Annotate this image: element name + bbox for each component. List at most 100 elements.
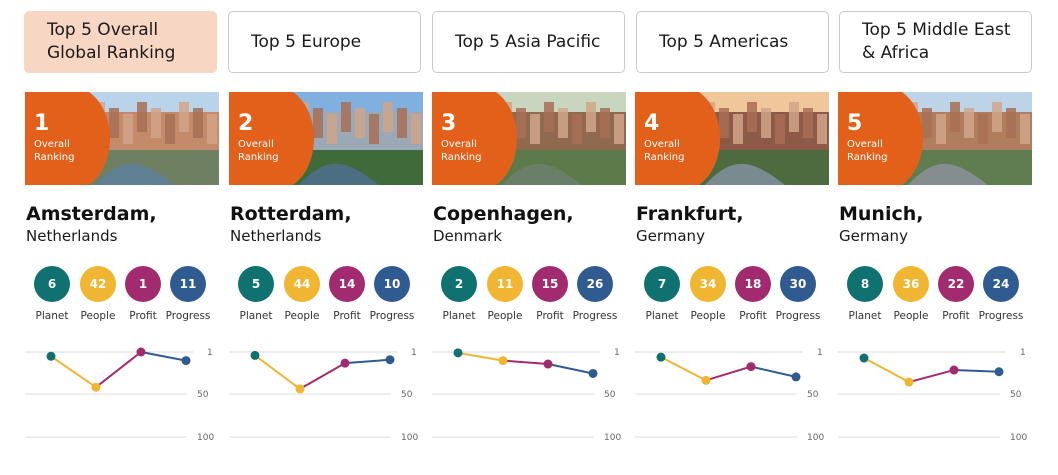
tab-middle-east-africa[interactable]: Top 5 Middle East & Africa <box>839 11 1032 73</box>
trend-point <box>543 359 553 369</box>
trend-segment <box>953 369 1000 373</box>
trend-segment <box>863 357 910 383</box>
trend-point <box>701 375 711 385</box>
photo-building <box>123 114 133 144</box>
tab-asia-pacific[interactable]: Top 5 Asia Pacific <box>432 11 625 73</box>
photo-building <box>922 108 932 138</box>
pillar-score-badge: 36 <box>893 266 929 302</box>
rank-caption-line2: Ranking <box>644 152 685 163</box>
photo-building <box>327 114 337 144</box>
country-name: Germany <box>636 227 705 245</box>
photo-building <box>369 114 379 144</box>
pillar-label: Profit <box>333 310 361 322</box>
axis-tick-label: 50 <box>1010 390 1022 400</box>
rank-number: 3 <box>441 111 457 136</box>
axis-tick-label: 50 <box>197 390 209 400</box>
city-photo: 2 Overall Ranking <box>229 92 423 185</box>
country-name: Denmark <box>433 227 502 245</box>
rank-panel <box>838 92 923 185</box>
tab-label: Top 5 Europe <box>251 31 362 52</box>
trend-segment <box>95 351 142 388</box>
rank-caption: Overall Ranking <box>34 138 94 164</box>
trend-segment <box>457 351 504 362</box>
axis-tick-label: 50 <box>604 390 616 400</box>
photo-water <box>95 163 175 185</box>
city-photo: 3 Overall Ranking <box>432 92 626 185</box>
tab-label-line2: Global Ranking <box>47 43 176 63</box>
pillar-score-badge: 34 <box>690 266 726 302</box>
trend-segment <box>254 354 301 390</box>
trend-point <box>588 368 598 378</box>
photo-building <box>803 108 813 138</box>
trend-point <box>91 382 101 392</box>
photo-building <box>313 108 323 138</box>
photo-building <box>747 102 757 132</box>
city-skyline-image <box>635 92 829 185</box>
photo-building <box>516 108 526 138</box>
pillar-label: Planet <box>35 310 69 322</box>
rank-panel <box>432 92 517 185</box>
photo-building <box>207 114 217 144</box>
pillar-label: Planet <box>442 310 476 322</box>
photo-building <box>341 102 351 132</box>
city-skyline-image <box>838 92 1032 185</box>
photo-building <box>719 108 729 138</box>
photo-building <box>137 102 147 132</box>
photo-building <box>411 114 421 144</box>
axis-tick-label: 100 <box>1010 433 1027 442</box>
pillar-label: Progress <box>978 310 1024 322</box>
trend-point <box>791 372 801 382</box>
trend-segment <box>660 356 707 382</box>
photo-building <box>950 102 960 132</box>
rank-panel <box>25 92 110 185</box>
photo-building <box>179 102 189 132</box>
trend-point <box>340 358 350 368</box>
photo-building <box>165 114 175 144</box>
trend-point <box>250 350 260 360</box>
photo-building <box>936 114 946 144</box>
city-name: Copenhagen, <box>433 203 574 225</box>
pillar-score-badge: 42 <box>80 266 116 302</box>
rank-caption-line1: Overall <box>441 139 477 150</box>
city-photo: 5 Overall Ranking <box>838 92 1032 185</box>
city-card: 2 Overall Ranking Rotterdam, Netherlands 5 Pla… <box>229 92 423 462</box>
city-card: 5 Overall Ranking Munich, Germany 8 Planet 36 Pe… <box>838 92 1032 462</box>
photo-water <box>908 163 988 185</box>
trend-segment <box>299 362 346 390</box>
pillar-label: People <box>80 310 116 322</box>
tab-americas[interactable]: Top 5 Americas <box>636 11 829 73</box>
tab-label-line1: Top 5 Overall <box>47 20 159 40</box>
rank-caption-line2: Ranking <box>238 152 279 163</box>
photo-building <box>151 108 161 138</box>
pillar-label: Profit <box>739 310 767 322</box>
photo-building <box>383 102 393 132</box>
pillar-score-badge: 30 <box>780 266 816 302</box>
axis-tick-label: 1 <box>411 348 417 358</box>
pillar-label: Progress <box>369 310 415 322</box>
trend-point <box>746 362 756 372</box>
trend-point <box>498 356 508 366</box>
rank-caption: Overall Ranking <box>238 138 298 164</box>
pillar-score-badge: 18 <box>735 266 771 302</box>
city-card: 3 Overall Ranking Copenhagen, Denmark 2 Planet… <box>432 92 626 462</box>
tab-europe[interactable]: Top 5 Europe <box>228 11 421 73</box>
photo-building <box>1006 108 1016 138</box>
pillar-score-badge: 26 <box>577 266 613 302</box>
photo-building <box>761 108 771 138</box>
axis-tick-label: 100 <box>604 433 621 442</box>
rank-caption-line1: Overall <box>644 139 680 150</box>
axis-tick-label: 50 <box>401 390 413 400</box>
trend-segment <box>344 358 391 365</box>
pillar-label: People <box>284 310 320 322</box>
country-name: Germany <box>839 227 908 245</box>
trend-segment <box>705 365 752 382</box>
pillar-label: Planet <box>848 310 882 322</box>
tab-label-line1: Top 5 Middle East <box>862 20 1011 40</box>
rank-panel <box>635 92 720 185</box>
pillar-score-badge: 1 <box>125 266 161 302</box>
pillar-label: Profit <box>942 310 970 322</box>
photo-building <box>775 114 785 144</box>
tab-overall-global[interactable]: Top 5 Overall Global Ranking <box>24 11 217 73</box>
city-skyline-image <box>25 92 219 185</box>
photo-building <box>397 108 407 138</box>
